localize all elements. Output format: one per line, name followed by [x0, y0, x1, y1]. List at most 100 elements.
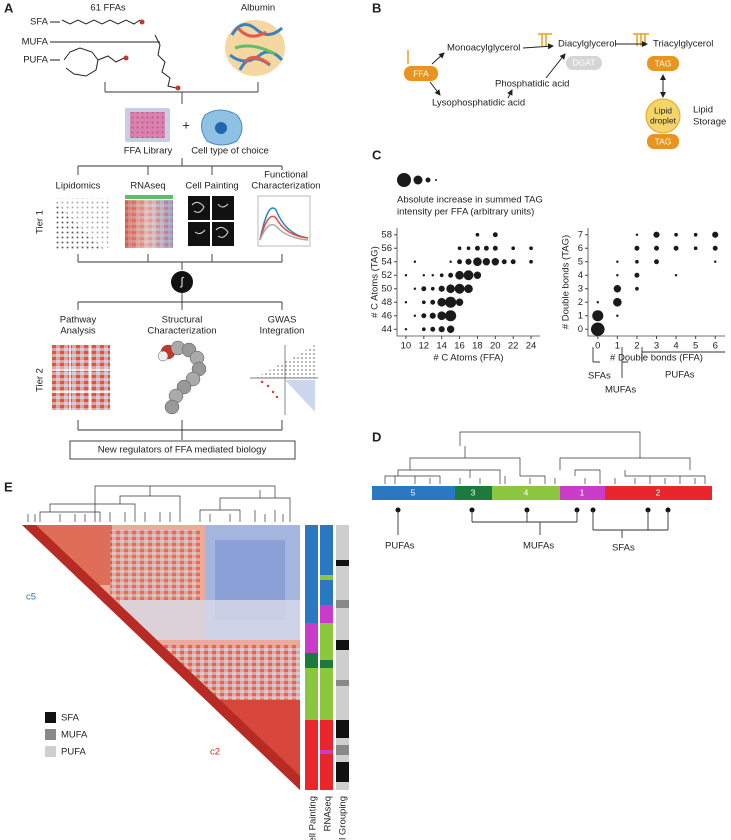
- fa-class: SFA: [30, 17, 49, 28]
- ffa-pill: [404, 66, 438, 81]
- lipid-droplet: [645, 98, 681, 134]
- group-label: SFAs: [612, 543, 635, 554]
- cluster-bar: [492, 486, 560, 500]
- x-tick-label: 5: [693, 341, 698, 352]
- label: FFA Library: [124, 146, 173, 157]
- lipidomics-thumb: [55, 198, 110, 250]
- size-legend: [413, 175, 423, 185]
- lipid-icon: [538, 33, 649, 46]
- annotation-tracks: [305, 668, 318, 720]
- group-label: PUFAs: [385, 541, 415, 552]
- bubble: [455, 270, 464, 280]
- assay-label: RNAseq: [130, 181, 165, 192]
- molecules: [63, 47, 99, 77]
- panel-e: c5 c2 SFA MUFA PUFA Cell Painting RNAseq…: [22, 485, 349, 840]
- legend-text: intensity per FFA (arbitrary units): [397, 207, 534, 218]
- panel-b: FFA Monoacylglycerol Lysophosphatidic ac…: [404, 33, 726, 149]
- x-axis-label: # Double bonds (FFA): [610, 353, 703, 364]
- bubble: [404, 328, 408, 331]
- y-tick-label: 4: [578, 270, 583, 281]
- y-tick-label: 2: [578, 297, 583, 308]
- node-label: droplet: [650, 115, 677, 125]
- rnaseq-thumb: [125, 195, 173, 199]
- bubble: [474, 245, 480, 251]
- group-label: MUFAs: [523, 541, 554, 552]
- bubble: [475, 232, 480, 237]
- bubble: [466, 246, 471, 251]
- x-tick-label: 1: [615, 341, 620, 352]
- node-label: Lipid: [693, 105, 713, 116]
- bubble: [448, 272, 454, 278]
- bubble: [654, 245, 659, 251]
- node-label: Lysophosphatidic acid: [432, 98, 525, 109]
- bubble: [492, 232, 498, 238]
- cluster-label: 1: [580, 487, 585, 497]
- bubble: [635, 259, 639, 264]
- header: 61 FFAs: [90, 3, 126, 14]
- arrow: [545, 53, 566, 79]
- dgat-pill: [566, 56, 602, 70]
- cellpainting-thumb: [212, 222, 234, 246]
- header: Albumin: [241, 3, 275, 14]
- size-legend: [425, 177, 431, 183]
- oxygen: [123, 55, 129, 61]
- assay-label: Structural: [162, 315, 203, 326]
- group-label: SFAs: [588, 371, 611, 382]
- axis: [396, 228, 540, 337]
- bubble: [712, 231, 719, 238]
- bubble: [473, 257, 482, 267]
- bubble: [635, 233, 639, 236]
- track-label: Classical Grouping: [338, 796, 349, 840]
- annotation-tracks: [320, 720, 333, 790]
- x-axis-label: # C Atoms (FFA): [433, 353, 503, 364]
- cluster-label: 2: [656, 487, 661, 497]
- bubble: [413, 287, 417, 290]
- annotation-tracks: [305, 525, 349, 790]
- assay-label: Pathway: [60, 315, 97, 326]
- bubble: [693, 246, 698, 251]
- annotation-tracks: [305, 525, 318, 623]
- bubble: [616, 260, 619, 263]
- bubble: [422, 274, 426, 277]
- molecules: [97, 55, 125, 63]
- bubble: [616, 314, 619, 317]
- functional-thumb: [257, 195, 311, 247]
- y-axis-label: # Double bonds (TAG): [561, 235, 572, 329]
- arrow: [507, 89, 513, 99]
- assay-label: Integration: [260, 326, 305, 337]
- albumin: [234, 44, 276, 56]
- cluster-label: 3: [471, 487, 476, 497]
- bubble: [449, 260, 452, 263]
- bubble: [446, 284, 455, 294]
- x-tick-label: 12: [419, 341, 430, 352]
- annotation-tracks: [336, 762, 349, 782]
- heatmap: [22, 525, 300, 790]
- node-label: Diacylglycerol: [558, 39, 617, 50]
- albumin: [225, 20, 285, 76]
- molecules: [50, 19, 177, 89]
- x-tick-label: 0: [595, 341, 600, 352]
- size-legend: Absolute increase in summed TAG intensit…: [397, 173, 543, 218]
- x-tick-label: 18: [472, 341, 483, 352]
- annotation-tracks: [336, 680, 349, 686]
- oxygen: [175, 85, 181, 91]
- connector: [104, 82, 259, 104]
- functional-thumb: [259, 207, 309, 241]
- bubble: [404, 301, 408, 304]
- panel-label: E: [4, 479, 13, 494]
- group-label: MUFAs: [605, 385, 636, 396]
- bubble: [421, 313, 427, 319]
- y-tick-label: 3: [578, 283, 583, 294]
- panel-labels: A B C D E: [4, 0, 382, 494]
- enzyme-label: DGAT: [573, 57, 596, 67]
- molecules: [61, 19, 141, 25]
- bubble: [483, 245, 489, 251]
- integration-symbol: ∫: [179, 276, 184, 288]
- lipidomics-thumb: [55, 200, 105, 250]
- size-legend: [435, 179, 437, 181]
- bubble: [613, 285, 622, 293]
- plus: +: [182, 117, 190, 132]
- annotation-tracks: [305, 653, 318, 668]
